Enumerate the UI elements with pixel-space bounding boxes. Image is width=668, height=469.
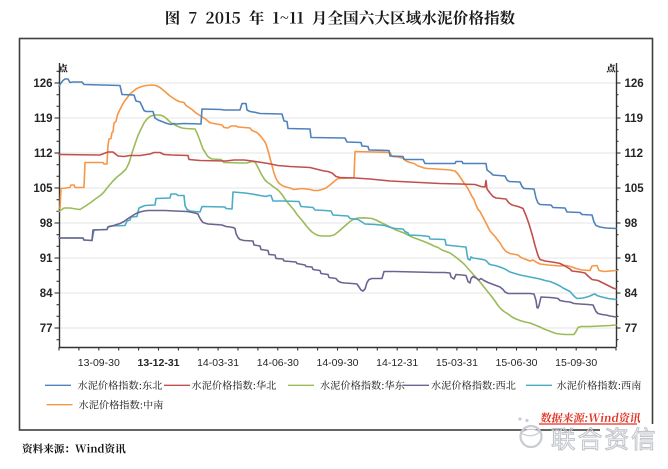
svg-text:119: 119 [625,113,644,125]
svg-text:15-06-30: 15-06-30 [495,357,537,369]
svg-text:14-03-31: 14-03-31 [197,357,239,369]
svg-text:14-12-31: 14-12-31 [376,357,418,369]
svg-text:13-09-30: 13-09-30 [78,357,120,369]
svg-text:112: 112 [34,148,53,160]
svg-text:126: 126 [33,78,52,90]
svg-text:105: 105 [33,183,53,195]
svg-text:91: 91 [625,253,638,265]
svg-text:84: 84 [40,288,53,300]
svg-text:14-06-30: 14-06-30 [257,357,299,369]
svg-text:91: 91 [40,253,53,265]
svg-text:84: 84 [625,288,638,300]
svg-text:77: 77 [625,323,638,335]
svg-text:13-12-31: 13-12-31 [137,357,179,369]
svg-text:15-09-30: 15-09-30 [555,357,597,369]
svg-text:105: 105 [625,183,645,195]
svg-text:126: 126 [625,78,644,90]
svg-text:98: 98 [40,218,53,230]
svg-text:98: 98 [625,218,638,230]
svg-text:119: 119 [34,113,53,125]
svg-text:14-09-30: 14-09-30 [316,357,358,369]
svg-text:112: 112 [625,148,644,160]
svg-text:77: 77 [40,323,53,335]
svg-text:15-03-31: 15-03-31 [436,357,478,369]
